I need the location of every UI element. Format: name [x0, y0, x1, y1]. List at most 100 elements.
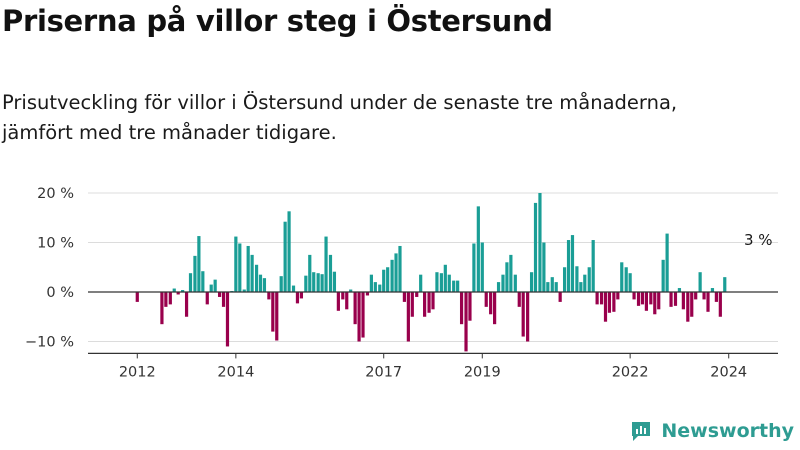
bar	[283, 221, 287, 292]
newsworthy-logo: Newsworthy	[630, 420, 794, 442]
gridlines	[88, 192, 778, 342]
bar	[217, 292, 222, 297]
bar	[591, 240, 595, 292]
bar	[291, 285, 296, 292]
bar	[193, 255, 197, 292]
bar	[168, 292, 172, 305]
bar	[558, 292, 562, 302]
bar	[349, 289, 353, 292]
bar	[644, 292, 649, 311]
x-tick-label: 2017	[365, 364, 402, 380]
bar	[595, 292, 599, 305]
bar	[181, 290, 185, 292]
bar	[312, 272, 316, 292]
x-tick-label: 2014	[217, 364, 254, 380]
bar	[205, 292, 209, 305]
bar	[529, 272, 534, 292]
bar	[509, 254, 513, 293]
bar	[649, 292, 653, 305]
bar	[480, 242, 484, 292]
y-tick-label: 20 %	[37, 186, 74, 202]
chart-title: Priserna på villor steg i Östersund	[2, 4, 553, 38]
bar	[394, 253, 398, 292]
bar	[258, 274, 263, 292]
bar	[304, 275, 308, 292]
bar	[299, 292, 304, 299]
bar	[686, 292, 690, 322]
bar	[308, 254, 312, 293]
bar	[599, 292, 604, 305]
bar	[570, 235, 575, 292]
bar	[197, 236, 201, 292]
bar	[275, 292, 279, 341]
bar	[267, 292, 271, 300]
bar	[636, 292, 641, 306]
bar	[681, 292, 685, 310]
bar	[398, 245, 402, 292]
bar	[439, 273, 443, 292]
bar	[526, 292, 530, 342]
bar	[718, 292, 722, 317]
bars	[135, 193, 727, 352]
bar	[254, 264, 259, 292]
bar	[345, 292, 349, 310]
bar	[628, 273, 632, 292]
bar	[690, 292, 694, 317]
bar	[612, 292, 616, 312]
bar	[234, 236, 238, 292]
bar	[694, 292, 698, 300]
bar	[176, 292, 180, 295]
bar	[677, 288, 682, 292]
bar	[287, 211, 291, 292]
bar	[320, 274, 324, 292]
bar	[517, 292, 521, 307]
bar	[566, 240, 571, 292]
bar	[706, 292, 710, 312]
bar	[493, 292, 497, 325]
bar	[653, 292, 657, 315]
bar	[616, 292, 620, 300]
bar	[419, 274, 423, 292]
bar	[357, 292, 361, 342]
bar	[624, 267, 628, 292]
bar	[378, 284, 382, 292]
bar	[242, 289, 246, 292]
bar	[369, 274, 373, 292]
bar	[271, 292, 275, 332]
bar	[365, 292, 370, 296]
bar	[164, 292, 168, 307]
bar	[382, 269, 386, 292]
bar	[238, 243, 242, 292]
bar	[221, 292, 226, 307]
bar	[402, 292, 407, 302]
bar	[209, 284, 213, 292]
bar	[702, 292, 706, 300]
bar	[723, 277, 727, 292]
bar	[698, 272, 702, 292]
bar	[632, 292, 636, 300]
bar	[661, 259, 665, 292]
bar	[587, 267, 591, 292]
bar	[673, 292, 678, 306]
bar	[714, 292, 718, 302]
y-tick-label: −10 %	[25, 335, 74, 351]
bar	[406, 292, 410, 342]
bar	[135, 292, 139, 302]
bar	[657, 292, 661, 310]
bar	[336, 292, 340, 311]
bar	[427, 292, 431, 313]
bar	[496, 282, 501, 292]
bar	[262, 278, 267, 292]
bar	[316, 273, 320, 292]
bar	[213, 279, 217, 293]
bar	[620, 262, 624, 292]
x-tick-label: 2022	[612, 364, 649, 380]
bar	[415, 292, 419, 297]
bar	[472, 243, 476, 292]
bar	[279, 276, 283, 292]
bar	[464, 292, 468, 352]
bar	[459, 292, 464, 325]
bar	[328, 254, 333, 293]
bar	[538, 193, 542, 292]
subtitle-line-1: Prisutveckling för villor i Östersund un…	[2, 91, 678, 114]
